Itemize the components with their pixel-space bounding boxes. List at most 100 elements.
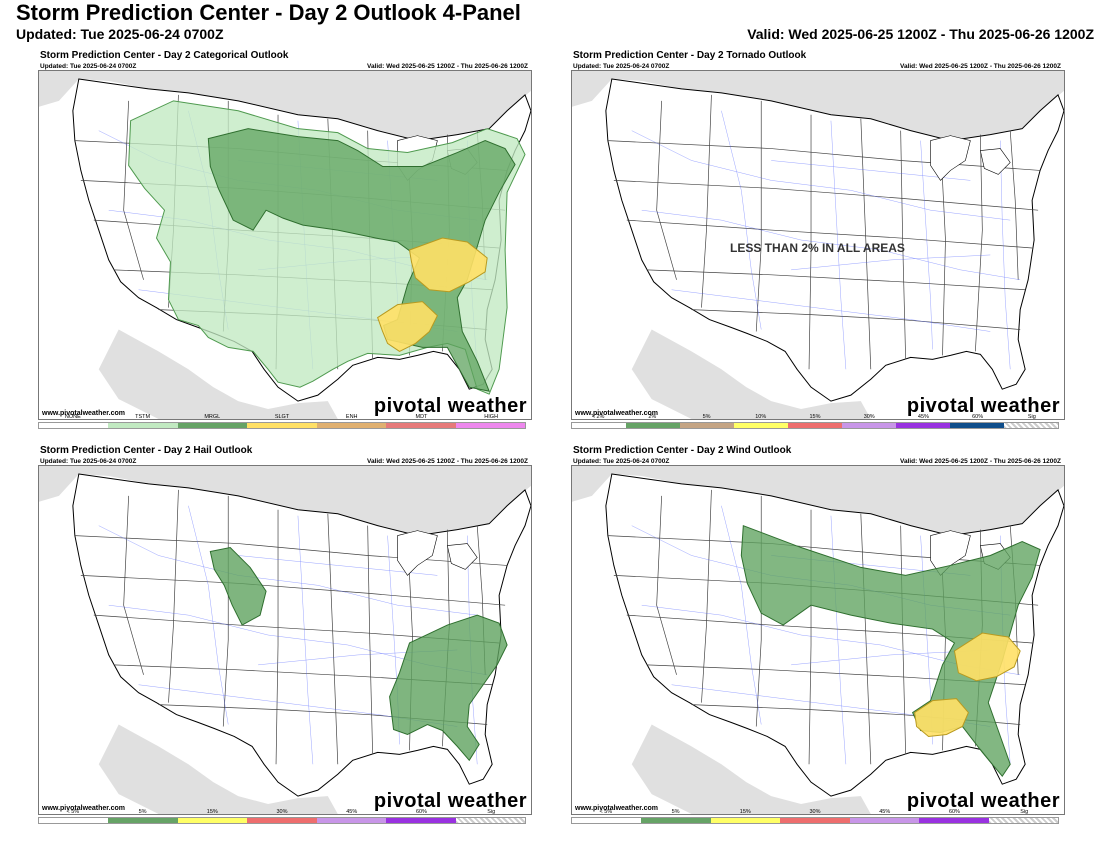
legend-swatch <box>386 818 456 823</box>
legend-swatch <box>455 818 525 823</box>
updated-time: Updated: Tue 2025-06-24 0700Z <box>16 26 224 42</box>
legend-swatch <box>780 818 850 823</box>
legend-label: 45% <box>879 809 891 815</box>
legend-label: 10% <box>755 414 767 420</box>
panel-updated: Updated: Tue 2025-06-24 0700Z <box>40 63 137 70</box>
credit-url: www.pivotalweather.com <box>42 410 125 417</box>
legend-label: 2% <box>648 414 657 420</box>
legend-swatch <box>108 423 178 428</box>
legend-label: Sig <box>1027 414 1036 420</box>
legend-swatch <box>896 423 950 428</box>
legend-label: 5% <box>671 809 680 815</box>
legend-swatch <box>316 423 387 428</box>
legend-swatch <box>710 818 781 823</box>
legend-label: 30% <box>276 809 288 815</box>
legend-swatch <box>842 423 896 428</box>
legend-label: Sig <box>487 809 496 815</box>
legend-swatch <box>177 423 248 428</box>
legend-label: TSTM <box>135 414 151 420</box>
panel-title: Storm Prediction Center - Day 2 Tornado … <box>573 50 807 61</box>
hail-map[interactable]: www.pivotalweather.com pivotal weather <box>38 465 532 815</box>
credit-url: www.pivotalweather.com <box>575 410 658 417</box>
legend-swatch <box>386 423 456 428</box>
legend-bar <box>571 817 1059 824</box>
brand-logo: pivotal weather <box>906 790 1060 812</box>
panel-valid: Valid: Wed 2025-06-25 1200Z - Thu 2025-0… <box>899 458 1061 465</box>
legend-label: Sig <box>1020 809 1029 815</box>
valid-period: Valid: Wed 2025-06-25 1200Z - Thu 2025-0… <box>747 26 1094 42</box>
panel-title: Storm Prediction Center - Day 2 Wind Out… <box>573 445 792 456</box>
panel-updated: Updated: Tue 2025-06-24 0700Z <box>40 458 137 465</box>
legend-label: MDT <box>415 414 428 420</box>
legend-swatch <box>572 423 626 428</box>
categorical-map[interactable]: www.pivotalweather.com pivotal weather <box>38 70 532 420</box>
legend-labels: < 5% 5% 15% 30% 45% 60% Sig <box>571 809 1059 815</box>
legend-label: 30% <box>809 809 821 815</box>
legend-swatch <box>950 423 1004 428</box>
legend-swatch <box>39 423 109 428</box>
legend-label: 5% <box>702 414 711 420</box>
panel-valid: Valid: Wed 2025-06-25 1200Z - Thu 2025-0… <box>366 458 528 465</box>
credit-url: www.pivotalweather.com <box>575 805 658 812</box>
tornado-notice: LESS THAN 2% IN ALL AREAS <box>730 241 905 255</box>
legend-swatch <box>39 818 109 823</box>
legend-swatch <box>919 818 989 823</box>
legend-bar <box>571 422 1059 429</box>
legend-bar <box>38 422 526 429</box>
legend-label: 15% <box>809 414 821 420</box>
legend-label: HIGH <box>484 414 499 420</box>
legend-label: NONE <box>64 414 81 420</box>
legend-swatch <box>247 818 317 823</box>
panel-updated: Updated: Tue 2025-06-24 0700Z <box>573 458 670 465</box>
legend-label: 60% <box>948 809 960 815</box>
categorical-outlook-panel: Storm Prediction Center - Day 2 Categori… <box>36 50 532 437</box>
legend-swatch <box>108 818 178 823</box>
brand-logo: pivotal weather <box>906 395 1060 417</box>
legend-swatch <box>849 818 920 823</box>
legend-label: < 5% <box>599 809 613 815</box>
legend-swatch <box>572 818 642 823</box>
legend-label: 60% <box>415 809 427 815</box>
legend-swatch <box>641 818 711 823</box>
brand-logo: pivotal weather <box>373 790 527 812</box>
hail-outlook-panel: Storm Prediction Center - Day 2 Hail Out… <box>36 445 532 832</box>
credit-url: www.pivotalweather.com <box>42 805 125 812</box>
legend-labels: NONE TSTM MRGL SLGT ENH MDT HIGH <box>38 414 526 420</box>
legend-label: 45% <box>917 414 929 420</box>
legend-swatch <box>1004 423 1058 428</box>
legend-label: ENH <box>345 414 358 420</box>
panel-title: Storm Prediction Center - Day 2 Hail Out… <box>40 445 253 456</box>
panel-valid: Valid: Wed 2025-06-25 1200Z - Thu 2025-0… <box>366 63 528 70</box>
legend-labels: < 5% 5% 15% 30% 45% 60% Sig <box>38 809 526 815</box>
legend-swatch <box>177 818 248 823</box>
page-title: Storm Prediction Center - Day 2 Outlook … <box>16 0 521 25</box>
tornado-map[interactable]: LESS THAN 2% IN ALL AREAS www.pivotalwea… <box>571 70 1065 420</box>
legend-label: < 2% <box>591 414 605 420</box>
legend-label: < 5% <box>66 809 80 815</box>
legend-swatch <box>734 423 788 428</box>
legend-swatch <box>316 818 387 823</box>
wind-outlook-panel: Storm Prediction Center - Day 2 Wind Out… <box>569 445 1065 832</box>
legend-swatch <box>988 818 1058 823</box>
panel-updated: Updated: Tue 2025-06-24 0700Z <box>573 63 670 70</box>
panel-title: Storm Prediction Center - Day 2 Categori… <box>40 50 289 61</box>
legend-swatch <box>247 423 317 428</box>
tornado-outlook-panel: Storm Prediction Center - Day 2 Tornado … <box>569 50 1065 437</box>
legend-label: 15% <box>739 809 751 815</box>
legend-label: 60% <box>972 414 984 420</box>
legend-swatch <box>680 423 734 428</box>
legend-swatch <box>455 423 525 428</box>
legend-label: MRGL <box>204 414 221 420</box>
legend-label: 45% <box>346 809 358 815</box>
legend-bar <box>38 817 526 824</box>
panel-valid: Valid: Wed 2025-06-25 1200Z - Thu 2025-0… <box>899 63 1061 70</box>
legend-swatch <box>788 423 842 428</box>
legend-label: 30% <box>863 414 875 420</box>
legend-labels: < 2% 2% 5% 10% 15% 30% 45% 60% Sig <box>571 414 1059 420</box>
legend-label: SLGT <box>274 414 290 420</box>
legend-label: 15% <box>206 809 218 815</box>
legend-swatch <box>626 423 680 428</box>
brand-logo: pivotal weather <box>373 395 527 417</box>
legend-label: 5% <box>138 809 147 815</box>
wind-map[interactable]: www.pivotalweather.com pivotal weather <box>571 465 1065 815</box>
